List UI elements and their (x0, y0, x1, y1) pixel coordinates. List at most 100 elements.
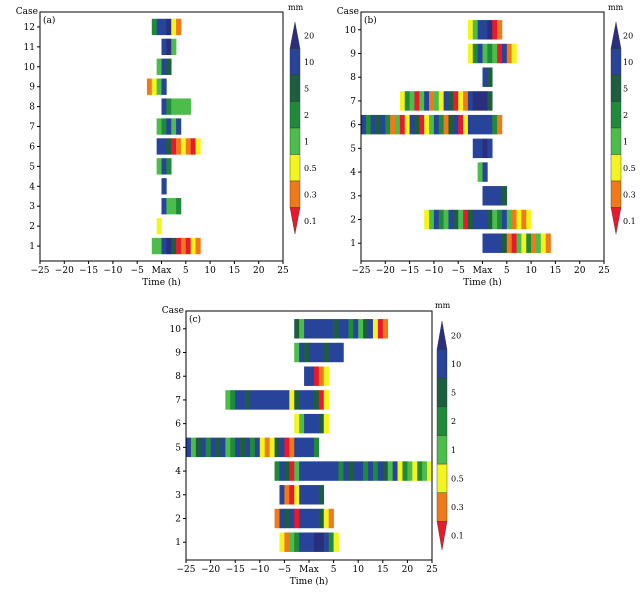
panel-a-cell-case11 (171, 38, 177, 56)
panel-a-colorbar-segment (289, 101, 301, 129)
panel-a-cell-case8 (171, 98, 191, 115)
panel-a-cell-case2 (156, 217, 162, 235)
panel-a-cell-case9 (151, 78, 157, 95)
panel-c-cell-case7 (235, 390, 246, 410)
panel-b-cell-case6 (497, 114, 503, 135)
panel-b-cell-case7 (463, 91, 469, 111)
panel-c-cell-case5 (220, 437, 226, 458)
panel-b-y-tick-label: 9 (350, 50, 356, 60)
panel-c-cell-case8 (323, 366, 329, 386)
panel-b-cell-case7 (443, 91, 449, 111)
panel-c-y-tick-label: 6 (175, 420, 181, 430)
panel-b-y-axis-title: Case (337, 7, 359, 17)
panel-b-cell-case1 (526, 233, 532, 253)
panel-a-cell-case12 (171, 18, 177, 36)
panel-c-cell-case5 (245, 437, 251, 458)
panel-c-cell-case10 (368, 319, 374, 339)
panel-b-cell-case2 (448, 209, 454, 230)
panel-c-x-tick-label: 5 (331, 565, 337, 575)
panel-a-x-tick-label: −25 (31, 266, 50, 276)
panel-b-cell-case2 (433, 209, 440, 230)
panel-b-cell-case3 (501, 186, 508, 206)
panel-a-y-tick-label: 9 (29, 83, 35, 93)
panel-b-cell-case2 (516, 209, 522, 230)
panel-b-cell-case2 (429, 209, 435, 230)
panel-c-x-tick-label: −10 (250, 565, 269, 575)
panel-a-cell-case3 (166, 198, 177, 215)
panel-b-cell-case7 (448, 91, 454, 111)
panel-c-cell-case9 (323, 342, 329, 363)
panel-c-cell-case1 (284, 532, 290, 552)
panel-b-colorbar-label: 1 (623, 137, 628, 146)
panel-b-x-tick-label: 5 (504, 266, 510, 276)
panel-c-cell-case4 (294, 461, 300, 481)
panel-c-cell-case4 (427, 461, 433, 481)
panel-a-colorbar-unit: mm (288, 3, 304, 12)
panel-b-y-tick-label: 3 (350, 192, 356, 202)
panel-c-cell-case2 (318, 508, 325, 529)
panel-c-colorbar-label: 1 (451, 446, 456, 455)
panel-b-y-tick-label: 7 (350, 97, 356, 107)
panel-c-cell-case6 (294, 413, 300, 434)
panel-c-panel-label: (c) (189, 314, 201, 325)
panel-a-cell-case5 (161, 158, 167, 175)
panel-c-cell-case10 (338, 319, 349, 339)
panel-c-cell-case5 (289, 437, 295, 458)
panel-c-cell-case6 (304, 413, 320, 434)
panel-c-cell-case4 (392, 461, 398, 481)
panel-a-y-tick-label: 10 (24, 63, 36, 73)
panel-c-cell-case7 (313, 390, 320, 410)
panel-b-cell-case6 (467, 114, 493, 135)
panel-b-cell-case1 (506, 233, 512, 253)
panel-b-colorbar-segment (610, 21, 622, 49)
panel-a-cell-case9 (156, 78, 162, 95)
panel-c-cell-case5 (264, 437, 270, 458)
panel-a-cell-case3 (161, 198, 167, 215)
panel-c-cell-case8 (304, 366, 315, 386)
panel-b-colorbar-segment (610, 154, 622, 182)
panel-b-cell-case6 (380, 114, 386, 135)
panel-b-cell-case6 (453, 114, 459, 135)
panel-b-colorbar-label: 0.3 (623, 190, 636, 199)
panel-a-colorbar-label: 0.1 (304, 217, 317, 226)
panel-a-x-tick-label: −20 (55, 266, 74, 276)
panel-c-cell-case2 (294, 508, 300, 529)
panel-c-cell-case4 (274, 461, 280, 481)
panel-b-cell-case7 (487, 91, 493, 111)
panel-c-cell-case4 (338, 461, 344, 481)
panel-a-x-tick-label: 20 (253, 266, 265, 276)
panel-c-colorbar-label: 5 (451, 389, 456, 398)
panel-c-y-tick-label: 9 (175, 349, 181, 359)
panel-b-cell-case5 (482, 138, 488, 159)
panel-a-x-tick-label: 5 (183, 266, 189, 276)
panel-c-cell-case4 (363, 461, 369, 481)
panel-b-cell-case6 (395, 114, 401, 135)
panel-c-cell-case10 (363, 319, 369, 339)
panel-b-cell-case7 (399, 91, 406, 111)
panel-b-cell-case9 (467, 43, 474, 64)
panel-a-cell-case11 (166, 38, 172, 56)
panel-a-cell-case6 (185, 138, 191, 155)
panel-c-cell-case2 (323, 508, 329, 529)
panel-a-cell-case1 (190, 237, 196, 255)
panel-c-cell-case2 (284, 508, 290, 529)
panel-a-y-tick-label: 11 (24, 43, 35, 53)
panel-b-cell-case6 (414, 114, 420, 135)
panel-a-y-tick-label: 7 (29, 123, 35, 133)
panel-c-x-tick-label: 10 (352, 565, 364, 575)
panel-c-colorbar-unit: mm (435, 301, 451, 310)
panel-c-cell-case6 (323, 413, 329, 434)
panel-a-cell-case5 (166, 158, 172, 175)
panel-a-cell-case5 (156, 158, 162, 175)
panel-b-cell-case9 (501, 43, 508, 64)
panel-b-cell-case7 (429, 91, 435, 111)
panel-b-x-tick-label: −25 (352, 266, 371, 276)
panel-a-cell-case7 (161, 118, 167, 135)
panel-c-cell-case2 (289, 508, 295, 529)
panel-b-cell-case4 (477, 162, 483, 182)
panel-b-cell-case1 (521, 233, 527, 253)
panel-c-cell-case5 (249, 437, 256, 458)
panel-c-cell-case7 (294, 390, 300, 410)
panel-a-cell-case4 (161, 178, 167, 195)
